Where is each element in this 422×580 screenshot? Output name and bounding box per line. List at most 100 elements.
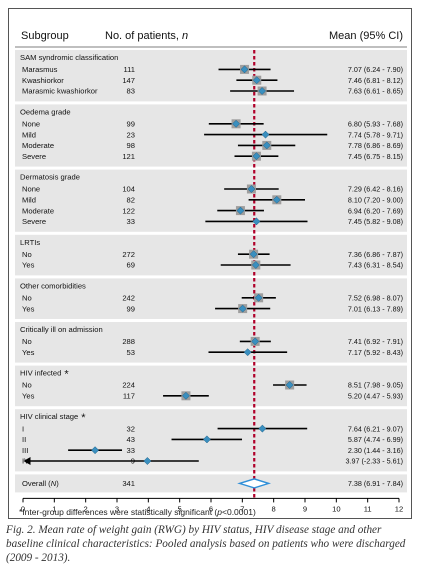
row-label: Marasmus xyxy=(22,65,58,74)
row-n: 33 xyxy=(127,217,135,226)
row-label: None xyxy=(22,185,40,194)
row-label: Yes xyxy=(22,348,35,357)
row-n: 43 xyxy=(127,435,135,444)
group-title: HIV clinical stage * xyxy=(20,412,86,424)
point-estimate-marker xyxy=(272,195,281,204)
point-estimate-marker xyxy=(243,348,252,357)
row-label: Yes xyxy=(22,261,35,270)
row-label: No xyxy=(22,381,32,390)
point-estimate-marker xyxy=(261,130,270,139)
group-band xyxy=(15,365,407,407)
row-label: No xyxy=(22,250,32,259)
point-estimate-marker xyxy=(247,185,256,193)
point-estimate-marker xyxy=(251,337,260,346)
row-label: Yes xyxy=(22,304,35,313)
x-tick-label: 6 xyxy=(209,504,213,513)
x-tick-label: 0 xyxy=(21,504,25,513)
x-axis: 0123456789101112Rate of weight gain (g/k… xyxy=(21,497,403,513)
group-band xyxy=(15,234,407,276)
row-ci-text: 7.64 (6.21 - 9.07) xyxy=(348,424,403,433)
patients-header-label: No. of patients, xyxy=(105,30,182,42)
row-ci-text: 2.30 (1.44 - 3.16) xyxy=(348,446,403,455)
footnote-text: *Inter-group differences were statistica… xyxy=(19,507,218,517)
group-band xyxy=(15,278,407,319)
row-ci-text: 6.80 (5.93 - 7.68) xyxy=(348,120,403,129)
group-title: Oedema grade xyxy=(20,107,71,116)
group-title-text: SAM syndromic classification xyxy=(20,53,118,62)
forest-plot: Subgroup No. of patients, n Mean (95% CI… xyxy=(15,30,407,513)
ci-arrow-left xyxy=(23,457,31,465)
row-label: Yes xyxy=(22,392,35,401)
row-n: 117 xyxy=(123,392,135,401)
row-ci-text: 7.07 (6.24 - 7.90) xyxy=(348,65,403,74)
group-title-text: HIV clinical stage xyxy=(20,412,78,421)
row-ci-text: 7.36 (6.86 - 7.87) xyxy=(348,250,403,259)
row-n: 121 xyxy=(122,152,135,161)
point-estimate-marker xyxy=(238,304,247,313)
row-ci-text: 7.74 (5.78 - 9.71) xyxy=(348,130,403,139)
group-title: Dermatosis grade xyxy=(20,173,80,182)
point-estimate-marker xyxy=(249,250,258,259)
x-tick-label: 3 xyxy=(115,504,119,513)
overall-ci-text: 7.38 (6.91 - 7.84) xyxy=(348,479,403,488)
figure-caption: Fig. 2. Mean rate of weight gain (RWG) b… xyxy=(6,524,406,564)
overall-diamond xyxy=(237,478,272,489)
row-ci-text: 6.94 (6.20 - 7.69) xyxy=(348,206,403,215)
x-tick-label: 4 xyxy=(146,504,150,513)
overall-label: Overall (N) xyxy=(22,479,59,488)
row-n: 111 xyxy=(123,65,135,74)
patients-header: No. of patients, n xyxy=(105,30,188,42)
row-n: 242 xyxy=(122,294,135,303)
row-label: No xyxy=(22,337,32,346)
point-estimate-marker xyxy=(236,206,245,215)
point-estimate-marker xyxy=(258,87,267,95)
group-title-text: Critically ill on admission xyxy=(20,325,103,334)
overall-label-text: Overall ( xyxy=(22,479,51,488)
x-tick-label: 11 xyxy=(364,504,372,513)
row-n: 33 xyxy=(127,446,135,455)
row-n: 99 xyxy=(127,120,135,129)
row-label: Severe xyxy=(22,217,46,226)
row-n: 224 xyxy=(122,381,135,390)
group-title: Critically ill on admission xyxy=(20,325,103,334)
row-label: Mild xyxy=(22,130,36,139)
row-n: 32 xyxy=(127,424,135,433)
row-label: III xyxy=(22,446,28,455)
point-estimate-marker xyxy=(252,76,261,85)
row-label: Mild xyxy=(22,196,36,205)
group-title-text: Other comorbidities xyxy=(20,281,86,290)
point-estimate-marker xyxy=(91,446,100,455)
x-tick-label: 7 xyxy=(240,504,244,513)
row-n: 288 xyxy=(122,337,135,346)
row-label: II xyxy=(22,435,26,444)
row-n: 83 xyxy=(127,87,135,96)
x-tick-label: 9 xyxy=(303,504,307,513)
point-estimate-marker xyxy=(258,424,267,433)
row-n: 147 xyxy=(122,76,135,85)
overall-band xyxy=(15,474,407,493)
subgroup-header: Subgroup xyxy=(21,30,69,42)
row-ci-text: 7.01 (6.13 - 7.89) xyxy=(348,304,403,313)
point-estimate-marker xyxy=(240,65,249,74)
footnote: *Inter-group differences were statistica… xyxy=(19,507,256,517)
row-label: Severe xyxy=(22,152,46,161)
row-ci-text: 7.63 (6.61 - 8.65) xyxy=(348,87,403,96)
row-n: 69 xyxy=(127,261,135,270)
significance-star: * xyxy=(61,369,69,381)
row-ci-text: 7.17 (5.92 - 8.43) xyxy=(348,348,403,357)
group-title-text: HIV infected xyxy=(20,369,61,378)
group-title: LRTIs xyxy=(20,238,40,247)
overall-label-n: N xyxy=(51,479,57,488)
group-title-text: Oedema grade xyxy=(20,107,71,116)
data-marks xyxy=(23,64,328,489)
row-n: 272 xyxy=(122,250,135,259)
x-tick-label: 12 xyxy=(395,504,403,513)
group-band xyxy=(15,322,407,363)
row-label: Moderate xyxy=(22,206,54,215)
point-estimate-marker xyxy=(143,457,152,465)
row-ci-text: 7.29 (6.42 - 8.16) xyxy=(348,185,403,194)
x-tick-label: 2 xyxy=(84,504,88,513)
point-estimate-marker xyxy=(254,293,263,302)
point-estimate-marker xyxy=(251,261,260,269)
point-estimate-marker xyxy=(252,152,261,161)
